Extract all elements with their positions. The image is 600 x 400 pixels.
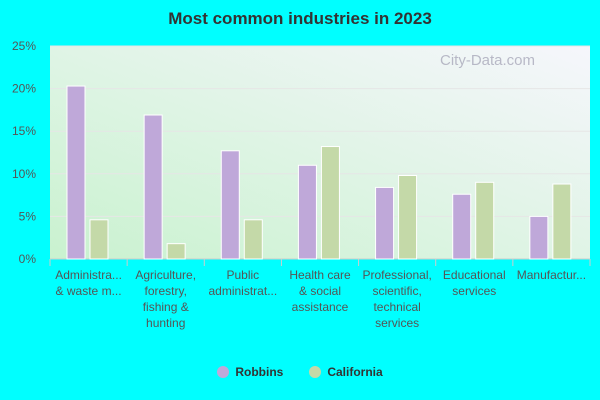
x-tick-label: scientific, (372, 284, 421, 298)
bar-california (398, 175, 418, 260)
bar-california (320, 146, 340, 260)
x-tick-label: Public (227, 268, 260, 282)
x-tick-label: administrat... (209, 284, 278, 298)
legend-robbins: Robbins (217, 365, 283, 379)
y-tick-label: 15% (12, 124, 36, 138)
x-tick-label: services (452, 284, 496, 298)
y-tick-label: 25% (12, 39, 36, 53)
y-tick-label: 10% (12, 167, 36, 181)
x-tick-label: Educational (443, 268, 506, 282)
x-tick-label: & waste m... (56, 284, 122, 298)
x-tick-label: forestry, (144, 284, 186, 298)
legend-label: Robbins (235, 365, 284, 379)
x-tick-label: Manufactur... (517, 268, 586, 282)
legend: Robbins California (0, 365, 600, 379)
bar-california (243, 219, 263, 260)
bar-robbins (297, 164, 317, 260)
bar-robbins (66, 85, 86, 260)
bar-robbins (375, 186, 395, 260)
bar-california (89, 219, 109, 260)
bar-robbins (529, 215, 549, 260)
legend-swatch (309, 366, 322, 378)
x-tick-label: assistance (292, 300, 349, 314)
bar-california (166, 243, 186, 260)
plot-area (50, 46, 590, 259)
bar-california (552, 183, 572, 260)
legend-label: California (327, 365, 383, 379)
x-tick-label: technical (373, 300, 420, 314)
x-tick-label: Health care (289, 268, 351, 282)
bar-california (475, 181, 495, 260)
chart-title: Most common industries in 2023 (168, 9, 432, 28)
bar-robbins (452, 193, 472, 260)
y-tick-label: 5% (19, 209, 37, 223)
y-tick-label: 0% (19, 252, 37, 266)
x-tick-label: fishing & (143, 300, 189, 314)
x-tick-label: Administra... (55, 268, 122, 282)
watermark: City-Data.com (440, 52, 536, 69)
x-tick-label: Agriculture, (135, 268, 196, 282)
bar-robbins (143, 114, 163, 260)
legend-swatch (217, 366, 230, 378)
bar-robbins (220, 150, 240, 260)
x-tick-label: Professional, (362, 268, 431, 282)
legend-california: California (309, 365, 383, 379)
y-tick-label: 20% (12, 82, 36, 96)
x-tick-label: & social (299, 284, 341, 298)
x-tick-label: services (375, 316, 419, 330)
x-tick-label: hunting (146, 316, 185, 330)
